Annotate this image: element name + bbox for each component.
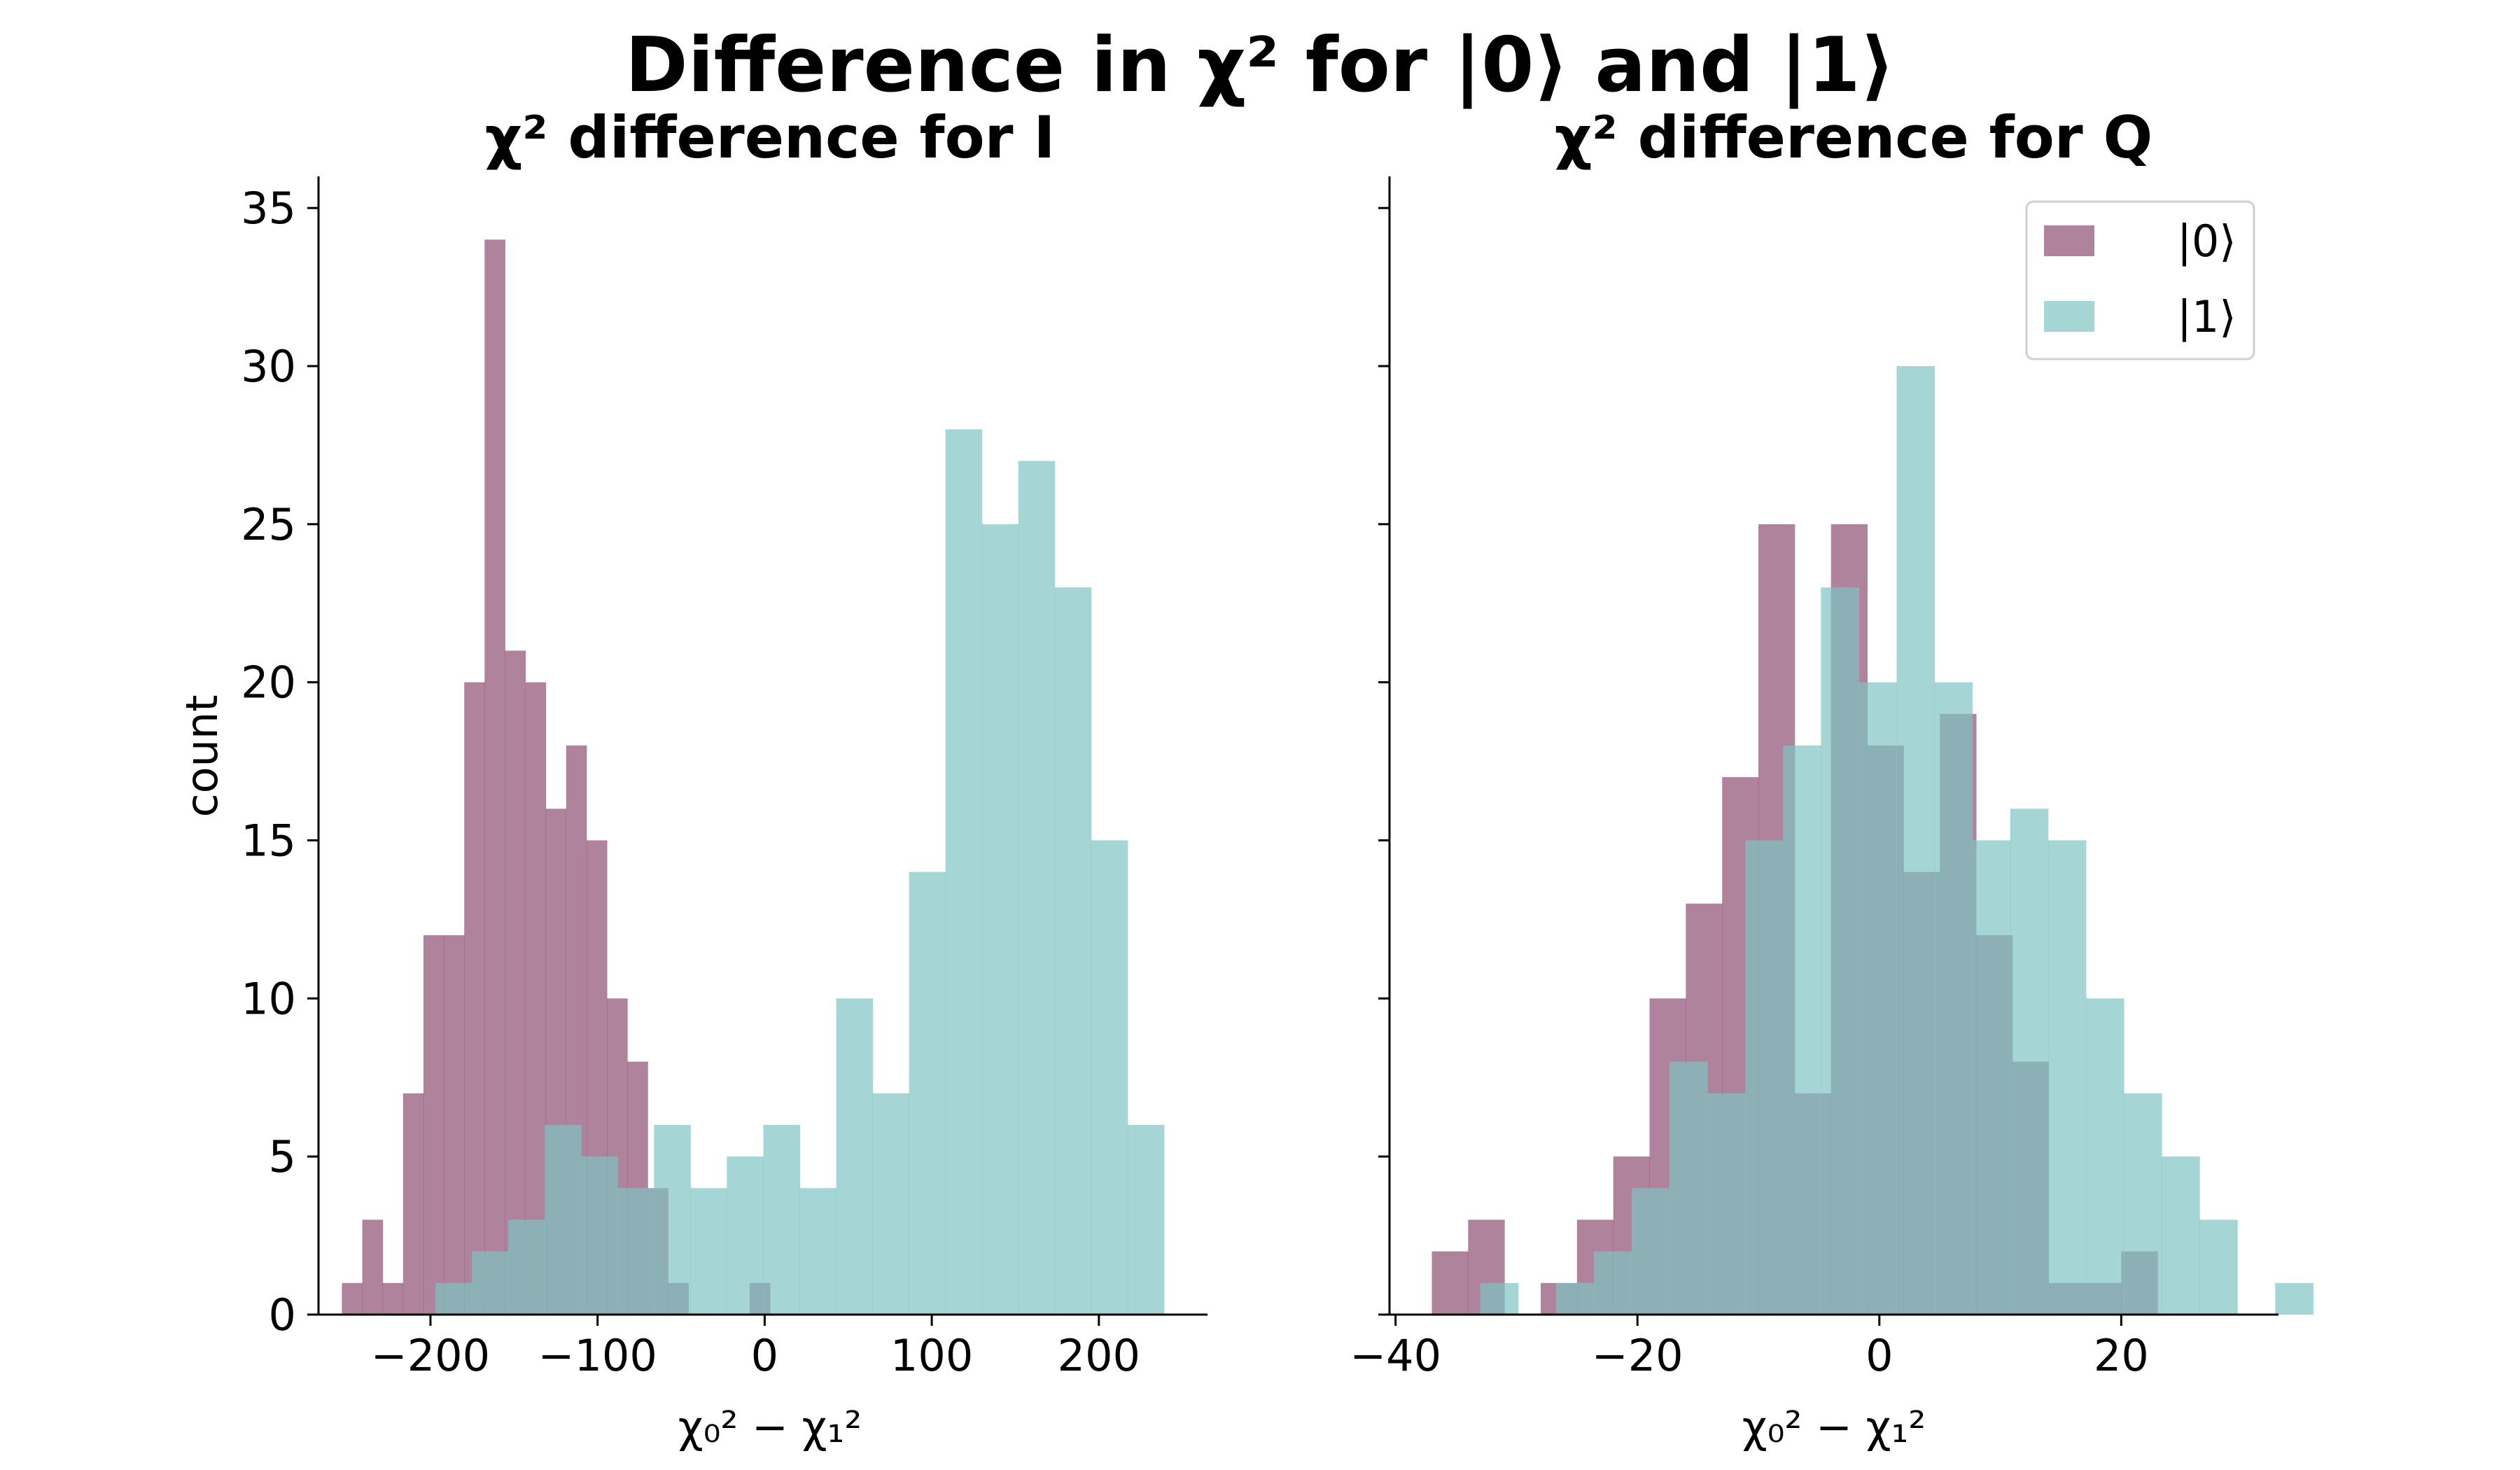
y-tick-label: 5 xyxy=(269,1131,296,1182)
histogram-bar-series0 xyxy=(402,1093,424,1315)
panel-i-xlabel: χ₀² − χ₁² xyxy=(678,1401,862,1452)
panel-q-xlabel: χ₀² − χ₁² xyxy=(1742,1401,1926,1452)
histogram-bar-series1 xyxy=(1018,461,1056,1315)
panel-q-axes: −40 −20 0 20 xyxy=(1350,176,2278,1381)
histogram-bar-series1 xyxy=(1821,587,1859,1315)
panel-i-title: χ² difference for I xyxy=(485,104,1056,172)
y-tick-label: 25 xyxy=(241,499,296,550)
histogram-bar-series1 xyxy=(1707,1093,1746,1315)
histogram-bar-series1 xyxy=(1934,682,1973,1315)
panel-i-axes: −200 −100 0 100 200 0 5 10 15 20 25 30 35 xyxy=(241,176,1208,1381)
histogram-bar-series1 xyxy=(472,1251,509,1315)
histogram-bar-series1 xyxy=(981,524,1019,1315)
y-tick-label: 35 xyxy=(241,183,296,234)
panel-i-ylabel: count xyxy=(176,695,227,818)
histogram-bar-series1 xyxy=(2124,1093,2162,1315)
histogram-bar-series1 xyxy=(617,1188,654,1315)
histogram-bar-series1 xyxy=(872,1093,910,1315)
histogram-bar-series1 xyxy=(909,872,946,1315)
histogram-bar-series0 xyxy=(423,935,444,1315)
histogram-bar-series1 xyxy=(2047,840,2087,1315)
x-tick-label: 0 xyxy=(751,1330,778,1381)
histogram-bar-series0 xyxy=(505,650,526,1315)
histogram-bar-series1 xyxy=(1631,1188,1670,1315)
panel-i: χ² difference for I −200 −100 0 100 200 0 5 10 1… xyxy=(176,104,1208,1452)
y-tick-label: 15 xyxy=(241,816,296,867)
histogram-bar-series1 xyxy=(2010,808,2049,1315)
x-tick-label: 100 xyxy=(890,1330,973,1381)
histogram-bar-series1 xyxy=(1127,1125,1165,1315)
histogram-bar-series1 xyxy=(945,429,983,1315)
panel-q: χ² difference for Q −40 −20 0 20 χ₀² − χ₁² … xyxy=(1350,104,2314,1452)
histogram-bar-series1 xyxy=(1593,1251,1632,1315)
histogram-bar-series1 xyxy=(1783,746,1821,1315)
histogram-bar-series1 xyxy=(2162,1156,2200,1315)
histogram-bar-series1 xyxy=(799,1188,837,1315)
histogram-bar-series0 xyxy=(464,682,485,1315)
histogram-bar-series0 xyxy=(484,239,505,1315)
panel-q-bars xyxy=(1432,366,2314,1315)
histogram-bar-series1 xyxy=(545,1125,582,1315)
x-tick-label: −40 xyxy=(1350,1330,1441,1381)
x-tick-label: 20 xyxy=(2094,1330,2149,1381)
histogram-bar-series1 xyxy=(581,1156,618,1315)
panel-i-bars xyxy=(342,239,1165,1315)
histogram-bar-series1 xyxy=(1091,840,1128,1315)
histogram-bar-series1 xyxy=(690,1188,727,1315)
y-tick-label: 0 xyxy=(269,1289,296,1340)
legend-label-state1: |1⟩ xyxy=(2177,291,2236,343)
histogram-bar-series1 xyxy=(2199,1219,2238,1315)
histogram-bar-series1 xyxy=(727,1156,764,1315)
y-tick-label: 20 xyxy=(241,657,296,708)
histogram-bar-series1 xyxy=(2275,1282,2314,1315)
histogram-bar-series1 xyxy=(508,1219,545,1315)
y-tick-label: 30 xyxy=(241,341,296,392)
histogram-bar-series1 xyxy=(654,1125,691,1315)
legend-swatch-state1 xyxy=(2044,301,2094,332)
histogram-bar-series1 xyxy=(836,998,874,1315)
histogram-bar-series1 xyxy=(2085,998,2124,1315)
histogram-bar-series1 xyxy=(1972,840,2011,1315)
figure-title: Difference in χ² for |0⟩ and |1⟩ xyxy=(625,22,1895,109)
x-tick-label: −100 xyxy=(538,1330,657,1381)
histogram-bar-series1 xyxy=(1858,682,1897,1315)
x-tick-label: 0 xyxy=(1865,1330,1893,1381)
histogram-bar-series1 xyxy=(763,1125,801,1315)
histogram-bar-series0 xyxy=(1432,1251,1469,1315)
legend: |0⟩ |1⟩ xyxy=(2025,200,2255,360)
histogram-bar-series1 xyxy=(1480,1282,1519,1315)
x-tick-label: 200 xyxy=(1058,1330,1140,1381)
panel-q-title: χ² difference for Q xyxy=(1555,104,2152,172)
histogram-bar-series0 xyxy=(444,935,465,1315)
x-tick-label: −200 xyxy=(371,1330,490,1381)
histogram-bar-series1 xyxy=(1670,1061,1708,1315)
legend-swatch-state0 xyxy=(2044,225,2094,256)
histogram-bar-series0 xyxy=(525,682,547,1315)
histogram-bar-series1 xyxy=(435,1282,472,1315)
histogram-bar-series1 xyxy=(1555,1282,1595,1315)
histogram-bar-series0 xyxy=(382,1282,404,1315)
x-tick-label: −20 xyxy=(1592,1330,1684,1381)
histogram-bar-series0 xyxy=(362,1219,384,1315)
histogram-bar-series1 xyxy=(1054,587,1092,1315)
histogram-bar-series0 xyxy=(342,1282,363,1315)
histogram-bar-series1 xyxy=(1896,366,1935,1315)
y-tick-label: 10 xyxy=(241,973,296,1024)
histogram-bar-series1 xyxy=(1745,840,1784,1315)
legend-label-state0: |0⟩ xyxy=(2177,216,2236,267)
